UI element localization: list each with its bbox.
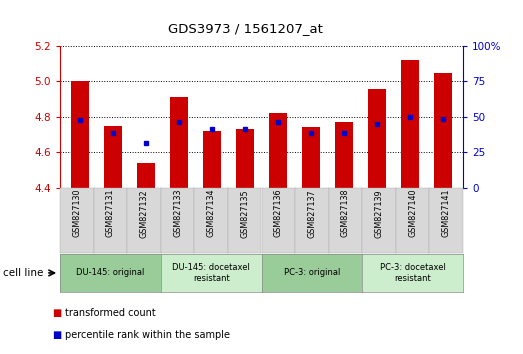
Text: GSM827135: GSM827135 bbox=[240, 189, 249, 238]
Text: GSM827139: GSM827139 bbox=[374, 189, 383, 238]
Bar bbox=[170, 97, 188, 188]
Text: DU-145: docetaxel
resistant: DU-145: docetaxel resistant bbox=[172, 263, 250, 283]
Text: DU-145: original: DU-145: original bbox=[76, 268, 145, 278]
Bar bbox=[104, 126, 122, 188]
Text: GDS3973 / 1561207_at: GDS3973 / 1561207_at bbox=[168, 22, 323, 35]
Text: ■: ■ bbox=[52, 308, 62, 318]
Bar bbox=[269, 113, 287, 188]
Text: GSM827137: GSM827137 bbox=[308, 189, 316, 238]
Bar bbox=[434, 73, 452, 188]
Text: GSM827140: GSM827140 bbox=[408, 189, 417, 238]
Bar bbox=[203, 131, 221, 188]
Bar bbox=[335, 122, 353, 188]
Text: ■: ■ bbox=[52, 330, 62, 339]
Text: GSM827131: GSM827131 bbox=[106, 189, 115, 238]
Text: cell line: cell line bbox=[3, 268, 43, 278]
Text: GSM827141: GSM827141 bbox=[441, 189, 451, 238]
Text: GSM827138: GSM827138 bbox=[341, 189, 350, 238]
Text: transformed count: transformed count bbox=[65, 308, 156, 318]
Text: GSM827136: GSM827136 bbox=[274, 189, 283, 238]
Text: GSM827130: GSM827130 bbox=[72, 189, 82, 238]
Bar bbox=[302, 127, 320, 188]
Text: GSM827132: GSM827132 bbox=[140, 189, 149, 238]
Bar bbox=[401, 60, 419, 188]
Text: percentile rank within the sample: percentile rank within the sample bbox=[65, 330, 230, 339]
Bar bbox=[71, 81, 89, 188]
Bar bbox=[236, 129, 254, 188]
Bar bbox=[137, 163, 155, 188]
Text: PC-3: original: PC-3: original bbox=[283, 268, 340, 278]
Text: GSM827133: GSM827133 bbox=[173, 189, 182, 238]
Text: PC-3: docetaxel
resistant: PC-3: docetaxel resistant bbox=[380, 263, 446, 283]
Text: GSM827134: GSM827134 bbox=[207, 189, 215, 238]
Bar bbox=[368, 88, 386, 188]
